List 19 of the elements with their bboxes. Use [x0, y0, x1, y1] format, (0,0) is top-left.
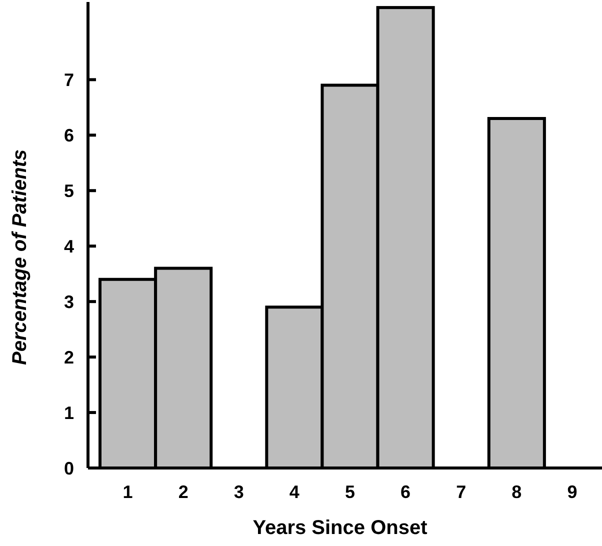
y-axis-title: Percentage of Patients: [9, 149, 31, 366]
y-tick-label: 0: [64, 458, 74, 478]
y-tick-label: 4: [64, 236, 74, 256]
x-tick-label: 4: [289, 482, 300, 502]
x-tick-label: 9: [567, 482, 578, 502]
x-tick-label: 3: [234, 482, 244, 502]
y-tick-label: 7: [64, 70, 74, 90]
x-tick-label: 2: [178, 482, 188, 502]
x-tick-label: 1: [122, 482, 133, 502]
x-tick-label: 6: [400, 482, 411, 502]
y-tick-label: 1: [64, 402, 74, 423]
x-axis-title: Years Since Onset: [252, 517, 428, 539]
y-tick-label: 2: [64, 347, 74, 368]
x-tick-label: 7: [456, 482, 466, 502]
x-tick-label: 5: [344, 482, 356, 502]
y-tick-label: 3: [64, 292, 74, 312]
x-tick-label: 8: [512, 482, 522, 502]
y-tick-label: 5: [64, 180, 74, 201]
y-tick-label: 6: [64, 125, 74, 146]
